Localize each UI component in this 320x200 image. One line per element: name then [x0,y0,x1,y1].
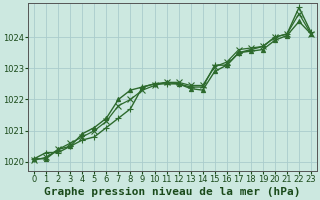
X-axis label: Graphe pression niveau de la mer (hPa): Graphe pression niveau de la mer (hPa) [44,187,301,197]
